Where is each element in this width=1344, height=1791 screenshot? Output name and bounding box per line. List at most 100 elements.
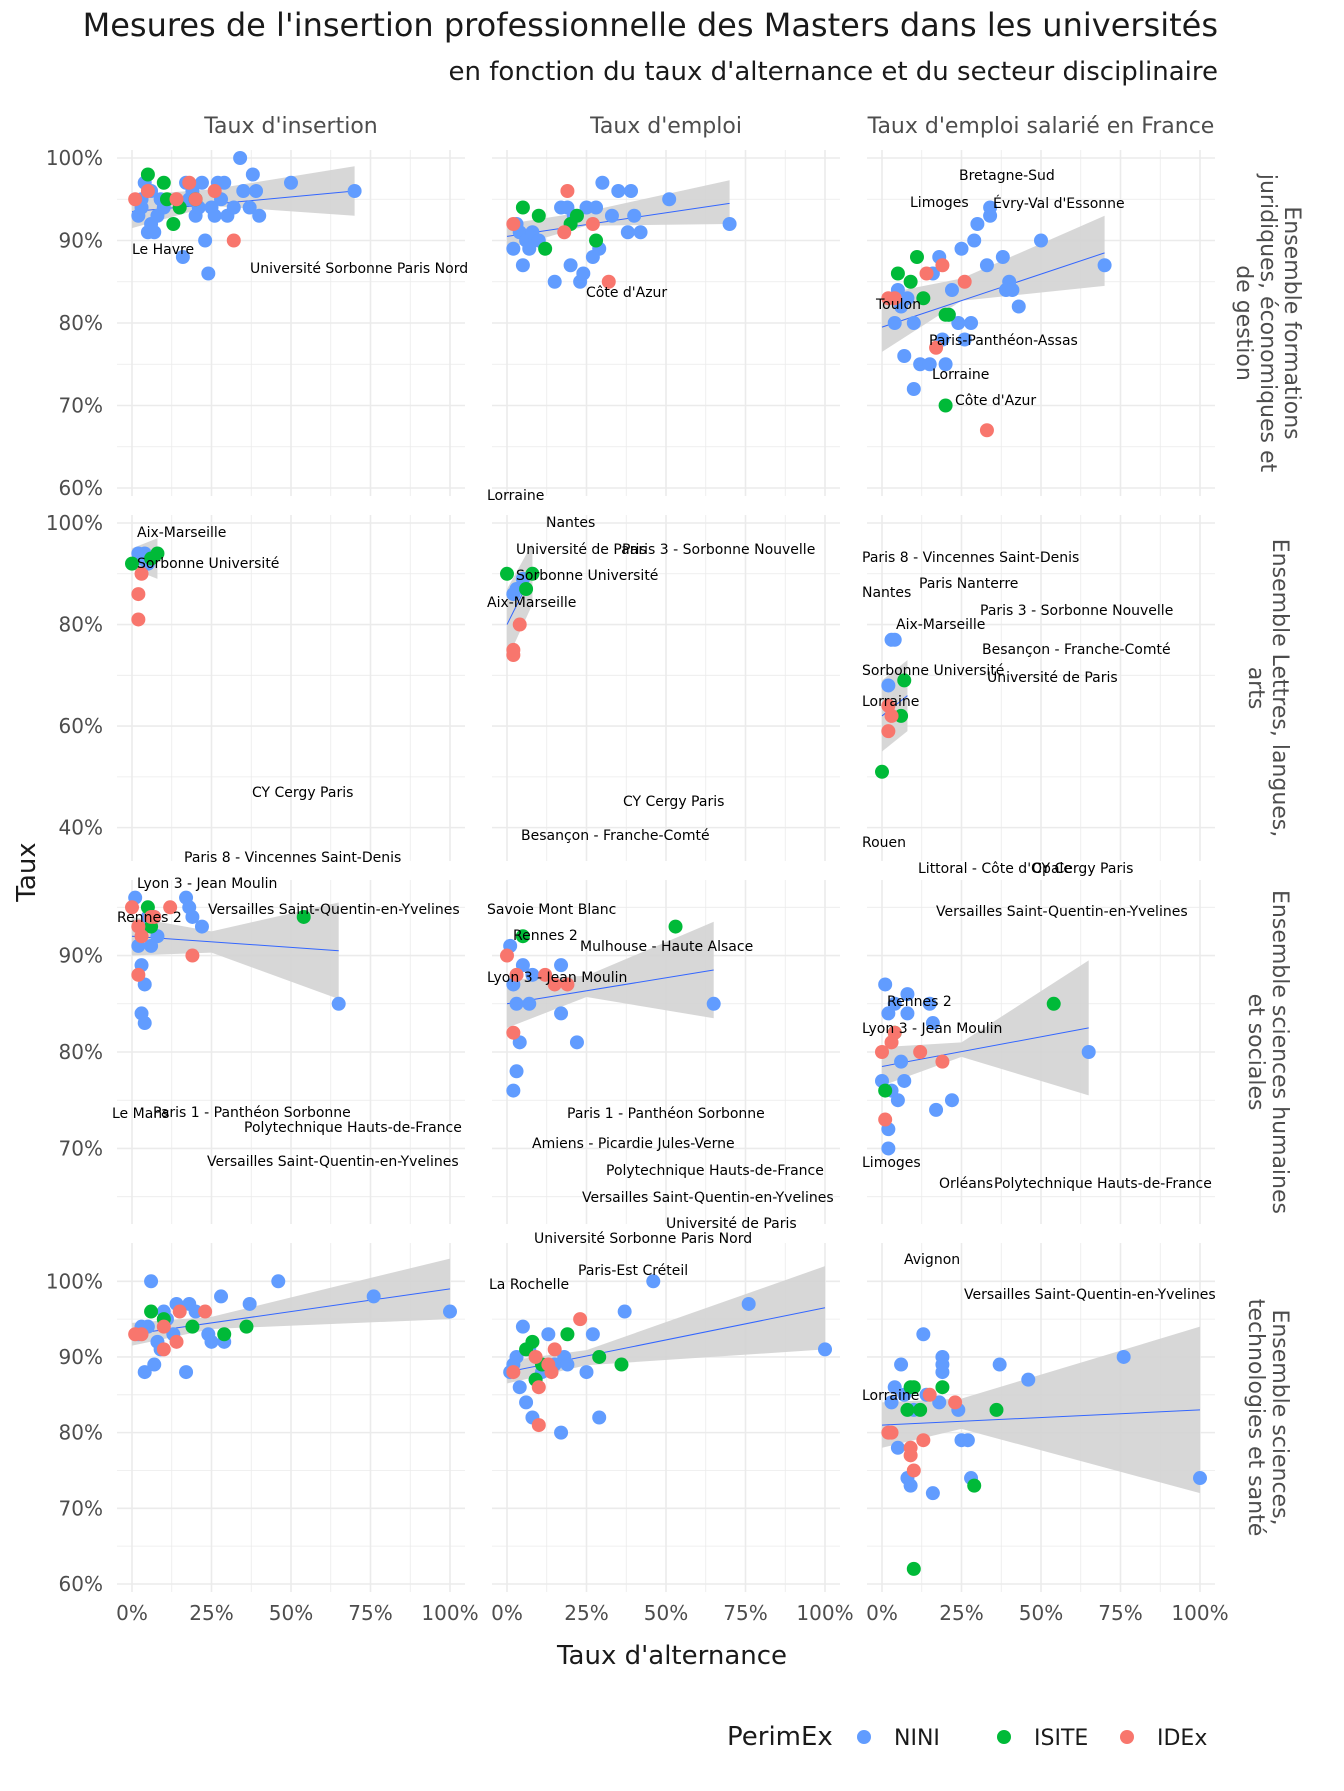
legend-label: NINI	[894, 1726, 940, 1751]
point-label: Sorbonne Université	[137, 556, 279, 572]
point-label: Paris 8 - Vincennes Saint-Denis	[862, 550, 1079, 566]
confidence-band	[507, 921, 714, 1028]
x-tick-label: 25%	[189, 1601, 233, 1625]
data-point	[906, 1463, 921, 1478]
data-point	[506, 1025, 521, 1040]
data-point	[541, 1327, 556, 1342]
data-point	[217, 175, 232, 190]
data-point	[913, 1045, 928, 1059]
data-point	[992, 1357, 1007, 1372]
data-point	[579, 1365, 594, 1380]
point-label: Paris 3 - Sorbonne Nouvelle	[980, 603, 1173, 619]
data-point	[207, 208, 222, 223]
x-axis-title: Taux d'alternance	[556, 1641, 787, 1671]
row-strip-label: Ensemble Lettres, langues,arts	[1243, 539, 1292, 838]
data-point	[509, 1349, 524, 1364]
data-point	[252, 208, 267, 223]
data-point	[906, 1380, 921, 1395]
point-label: Université Sorbonne Paris Nord	[250, 261, 468, 277]
data-point	[967, 233, 982, 248]
data-point	[560, 977, 575, 992]
data-point	[620, 225, 635, 240]
data-point	[563, 258, 578, 273]
data-point	[884, 1425, 899, 1440]
y-tick-label: 80%	[59, 311, 103, 335]
data-point	[506, 1365, 521, 1380]
y-tick-label: 90%	[59, 944, 103, 968]
row-strip-line: Ensemble formations	[1279, 206, 1304, 439]
data-point	[919, 266, 934, 281]
data-point	[525, 566, 540, 581]
data-point	[249, 184, 264, 198]
data-point	[592, 1410, 607, 1425]
point-label: Toulon	[875, 297, 921, 313]
point-label: CY Cergy Paris	[252, 785, 353, 801]
data-point	[951, 316, 966, 330]
panel-r0-c1	[492, 150, 840, 496]
data-point	[198, 1304, 213, 1319]
data-point	[627, 208, 642, 223]
point-label: Lorraine	[862, 694, 919, 710]
confidence-band	[132, 1258, 450, 1346]
data-point	[500, 566, 514, 581]
data-point	[935, 1380, 950, 1395]
data-point	[595, 175, 610, 190]
data-point	[144, 1304, 159, 1319]
data-point	[125, 556, 139, 571]
data-point	[887, 1025, 902, 1040]
data-point	[185, 909, 200, 924]
row-strip-line: de gestion	[1231, 265, 1256, 381]
data-point	[131, 967, 146, 982]
data-point	[366, 1289, 381, 1304]
data-point	[944, 283, 959, 297]
data-point	[147, 225, 162, 240]
data-point	[515, 929, 530, 944]
data-point	[506, 642, 521, 657]
point-label: Paris 1 - Panthéon Sorbonne	[153, 1105, 351, 1121]
confidence-band	[507, 1266, 825, 1384]
data-point	[960, 1433, 975, 1448]
point-label: Avignon	[904, 1252, 960, 1268]
x-tick-label: 0%	[491, 1601, 523, 1625]
data-point	[894, 1054, 909, 1069]
point-label: Lyon 3 - Jean Moulin	[862, 1021, 1002, 1037]
column-strip-label: Taux d'emploi salarié en France	[867, 114, 1215, 139]
data-point	[137, 1016, 152, 1031]
data-point	[884, 708, 899, 723]
chart-subtitle: en fonction du taux d'alternance et du s…	[449, 57, 1218, 87]
y-tick-label: 90%	[59, 1345, 103, 1369]
data-point	[957, 274, 972, 289]
point-label: Côte d'Azur	[586, 285, 667, 301]
data-point	[929, 1102, 944, 1117]
row-strip-label: Ensemble sciences,technologies et santé	[1243, 1299, 1292, 1536]
row-strip-line: Ensemble sciences,	[1267, 1309, 1292, 1525]
data-point	[925, 1016, 940, 1031]
data-point	[979, 258, 994, 273]
data-point	[881, 1141, 896, 1156]
point-label: Lorraine	[487, 488, 544, 504]
panel-data: CY Cergy Paris Besançon - Franche-Comté Sa…	[487, 794, 753, 1098]
data-point	[531, 208, 546, 223]
data-point	[226, 233, 241, 248]
data-point	[512, 1380, 527, 1395]
point-label: Limoges	[862, 1155, 921, 1171]
data-point	[887, 291, 902, 306]
data-point	[611, 184, 626, 198]
data-point	[1005, 283, 1020, 297]
trend-line	[881, 1027, 1089, 1067]
data-point	[544, 1365, 559, 1380]
data-point	[175, 250, 190, 264]
x-tick-label: 50%	[644, 1601, 688, 1625]
data-point	[515, 1319, 530, 1334]
y-tick-label: 80%	[59, 1040, 103, 1064]
data-point	[897, 1073, 912, 1088]
point-label: Mulhouse - Haute Alsace	[580, 939, 753, 955]
data-point	[948, 1395, 963, 1410]
panel-data: Paris 1 - Panthéon Sorbonne Amiens - Pica…	[489, 1106, 834, 1440]
data-point	[900, 1402, 915, 1417]
legend-label: IDEx	[1157, 1726, 1207, 1751]
data-point	[954, 241, 969, 256]
point-label: Littoral - Côte d'Opale	[918, 861, 1072, 877]
